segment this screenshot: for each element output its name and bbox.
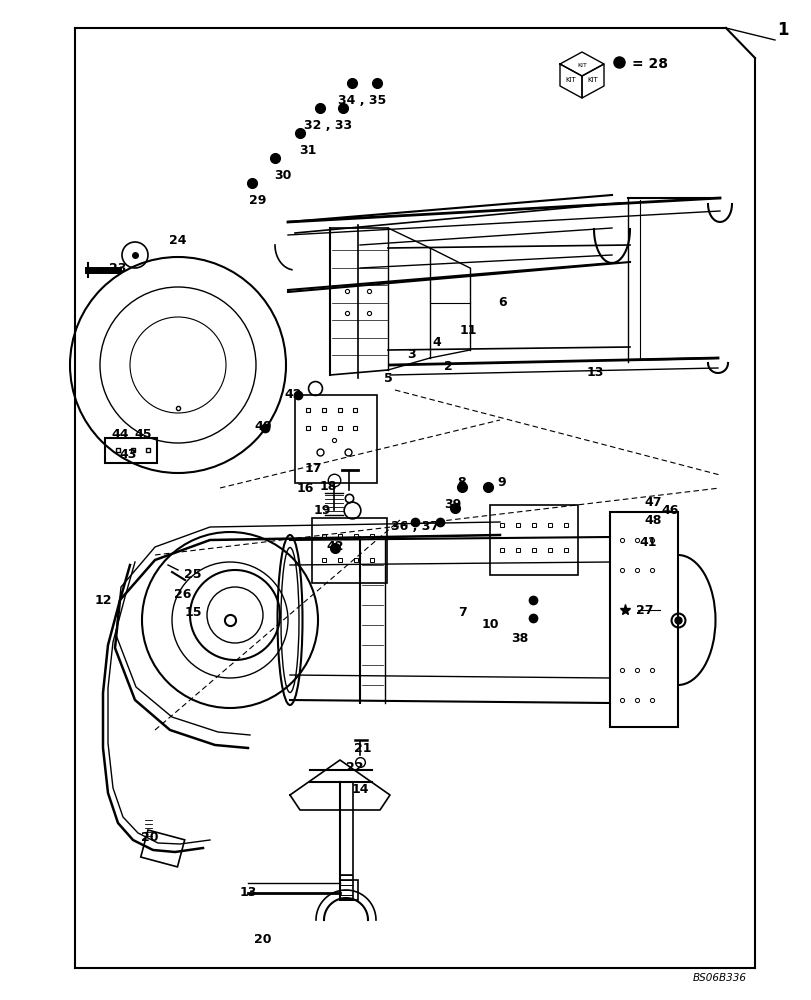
Text: 34 , 35: 34 , 35 [337,94,386,107]
Text: 25: 25 [184,568,201,582]
Text: KIT: KIT [587,77,598,83]
Text: 42: 42 [284,388,302,401]
Bar [609,512,677,727]
Text: 23: 23 [109,261,127,274]
Text: 29: 29 [249,194,266,207]
Text: 12: 12 [94,593,112,606]
Text: 6: 6 [498,296,507,310]
Text: 9: 9 [497,477,506,489]
Text: 47: 47 [643,495,661,508]
Text: 38: 38 [511,632,528,645]
Text: 44: 44 [111,428,129,442]
Text: 11: 11 [459,324,476,336]
Text: 30: 30 [274,169,291,182]
Text: 20: 20 [141,831,159,844]
Bar [311,518,387,583]
Text: 19: 19 [313,504,330,516]
Text: 17: 17 [304,462,321,475]
Text: 13: 13 [239,886,256,899]
Text: 45: 45 [134,428,152,442]
Text: 15: 15 [184,606,201,619]
Text: 13: 13 [586,366,603,379]
Bar [294,395,376,483]
Text: KIT: KIT [577,63,586,68]
Text: 26: 26 [174,588,191,601]
Text: 36 , 37: 36 , 37 [390,520,439,534]
Text: 2: 2 [443,360,452,373]
Text: 18: 18 [319,481,337,493]
Text: 1: 1 [776,21,787,39]
Text: 3: 3 [407,349,416,361]
Text: 14: 14 [351,783,368,796]
Text: 48: 48 [643,514,661,526]
Text: 39: 39 [444,498,461,512]
Text: KIT: KIT [565,77,576,83]
Text: 24: 24 [169,233,187,246]
Text: = 28: = 28 [631,57,667,71]
Text: 20: 20 [254,933,272,946]
Bar [140,830,184,867]
Text: 42: 42 [326,540,343,554]
Text: 32 , 33: 32 , 33 [303,119,352,132]
Text: 40: 40 [254,420,272,434]
Text: 5: 5 [383,371,392,384]
Text: 21: 21 [354,742,371,754]
Text: 43: 43 [119,448,136,462]
Bar [105,438,157,463]
Text: 10: 10 [481,618,498,632]
Text: 27: 27 [636,603,653,616]
Text: 8: 8 [457,477,466,489]
Text: BS06B336: BS06B336 [692,973,746,983]
Bar [489,505,577,575]
Text: 22: 22 [345,761,363,774]
Text: 4: 4 [432,336,441,350]
Bar [340,880,358,900]
Text: 31: 31 [299,144,316,157]
Text: 41: 41 [638,536,656,550]
Text: 46: 46 [660,504,678,518]
Text: 7: 7 [458,605,467,618]
Text: 16: 16 [296,482,313,494]
